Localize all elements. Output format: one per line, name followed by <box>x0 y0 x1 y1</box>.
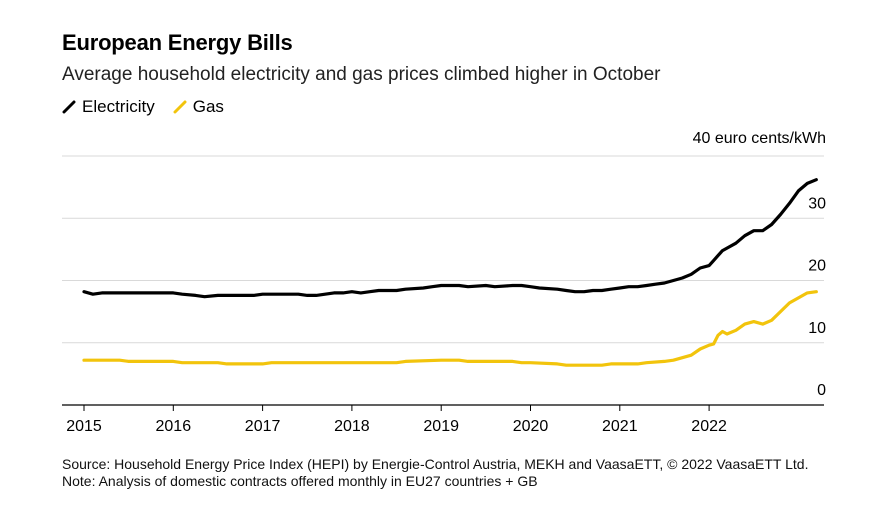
y-tick-label: 10 <box>808 320 826 337</box>
legend-label-gas: Gas <box>192 97 224 116</box>
x-axis: 2015 2016 2017 2018 2019 2020 2021 2022 <box>66 405 727 435</box>
y-tick-label: 0 <box>817 382 826 399</box>
y-tick-label: 20 <box>808 258 826 275</box>
y-unit-label: 40 euro cents/kWh <box>693 130 826 147</box>
legend-item-gas: Gas <box>173 97 224 117</box>
legend-label-electricity: Electricity <box>82 97 155 116</box>
legend-item-electricity: Electricity <box>62 97 155 117</box>
series-line-gas <box>82 290 818 367</box>
x-tick-label: 2017 <box>245 418 281 435</box>
x-tick-label: 2016 <box>156 418 192 435</box>
x-tick-label: 2020 <box>513 418 549 435</box>
x-tick-label: 2015 <box>66 418 102 435</box>
gridlines <box>62 155 824 406</box>
x-tick-label: 2021 <box>602 418 638 435</box>
x-tick-label: 2019 <box>423 418 459 435</box>
note-text: Note: Analysis of domestic contracts off… <box>62 473 538 489</box>
source-text: Source: Household Energy Price Index (HE… <box>62 456 809 472</box>
line-chart: 2015 2016 2017 2018 2019 2020 2021 2022 0 10 20 30… <box>62 130 827 435</box>
legend-swatch-electricity <box>62 100 76 114</box>
x-tick-label: 2022 <box>691 418 727 435</box>
chart-source: Source: Household Energy Price Index (HE… <box>62 456 822 490</box>
series-line-electricity <box>82 178 818 299</box>
chart-title: European Energy Bills <box>62 30 293 55</box>
series-lines <box>82 178 818 367</box>
chart-subtitle: Average household electricity and gas pr… <box>62 64 661 85</box>
legend: Electricity Gas <box>62 97 242 117</box>
y-tick-label: 30 <box>808 195 826 212</box>
y-axis: 0 10 20 30 40 euro cents/kWh <box>693 130 827 399</box>
legend-swatch-gas <box>173 100 187 114</box>
x-tick-label: 2018 <box>334 418 370 435</box>
